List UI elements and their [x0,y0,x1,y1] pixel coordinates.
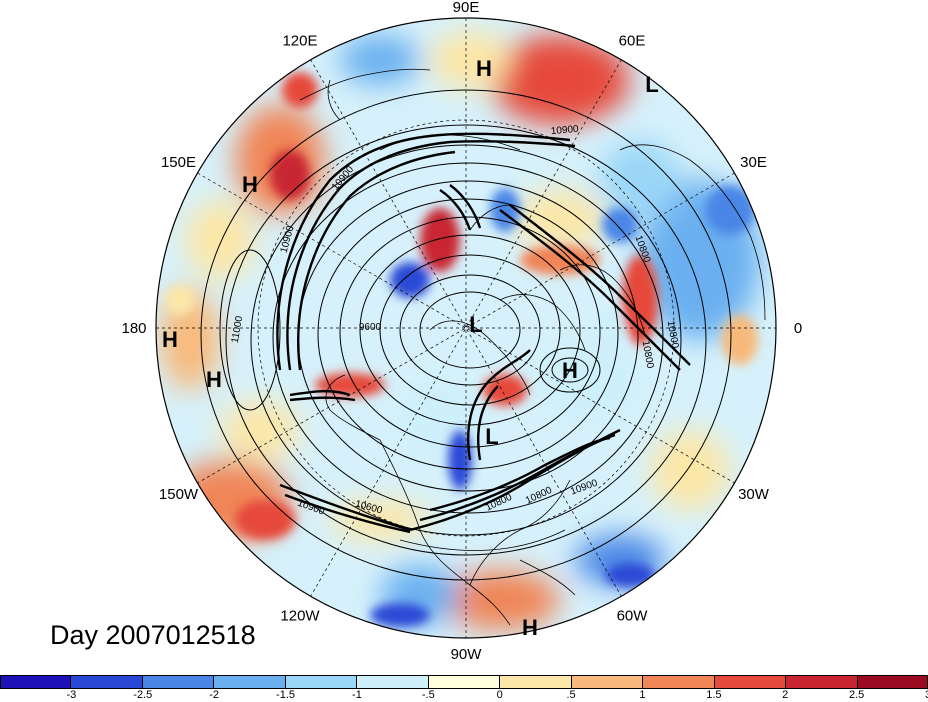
map-boundary [155,17,777,639]
longitude-label: 150W [159,486,199,503]
colorbar-tick-label: -2.5 [133,689,153,701]
high-pressure-marker: H [206,367,222,392]
contour-value-label: 10800 [640,340,656,370]
colorbar-cell [285,675,358,689]
high-pressure-marker: H [476,56,492,81]
longitude-label: 120W [280,608,320,625]
longitude-label: 0 [794,320,802,337]
longitude-label: 30E [740,154,767,171]
colorbar-cell [786,675,858,689]
longitude-label: 120E [282,33,317,50]
colorbar-cell [357,675,429,689]
colorbar-cell [142,675,215,689]
pressure-center-labels: H L H H H L H L H [162,56,659,640]
colorbar-cell [857,675,928,689]
longitude-label: 90E [453,0,480,16]
contour-value-label: 9600 [359,322,382,333]
low-pressure-marker: L [485,424,498,449]
longitude-label: 30W [738,486,770,503]
jet-contours [276,132,691,534]
contour-value-label: 11000 [230,315,246,344]
contour-value-label: 10800 [665,320,681,350]
high-pressure-marker: H [562,358,578,383]
colorbar-cell [71,675,143,689]
low-pressure-marker: L [645,72,658,97]
longitude-label: 60E [619,33,646,50]
high-pressure-marker: H [162,327,178,352]
contour-value-label: 10900 [550,124,579,137]
colorbar-tick-label: 3 [925,689,928,701]
colorbar-tick-label: 1 [639,689,646,701]
longitude-label: 60W [617,608,649,625]
colorbar-tick-label: 1.5 [706,689,722,701]
colorbar-tick-label: 2 [782,689,789,701]
colorbar-tick-label: 2.5 [848,689,865,701]
colorbar-tick-labels: -3 -2.5 -2 -1.5 -1 -.5 0 .5 1 1.5 2 2.5 3 [0,689,928,702]
colorbar-tick-label: -2 [209,689,220,701]
colorbar [0,675,928,689]
colorbar-tick-label: -.5 [421,689,435,701]
colorbar-cell [643,675,715,689]
longitude-label: 180 [121,320,146,337]
colorbar-cell [571,675,644,689]
high-pressure-marker: H [242,172,258,197]
date-label: Day 2007012518 [50,620,256,650]
colorbar-tick-label: -1 [352,689,362,701]
graticule [156,18,776,638]
longitude-labels: 90E 60E 30E 0 30W 60W 90W 120W 150W 180 150E 120E [121,0,802,663]
colorbar-cell [214,675,286,689]
colorbar-cell [500,675,572,689]
colorbar-cell [428,675,501,689]
longitude-label: 90W [451,646,483,663]
high-pressure-marker: H [522,615,538,640]
colorbar-cell [714,675,787,689]
low-pressure-marker: L [469,312,482,337]
longitude-label: 150E [161,154,196,171]
colorbar-tick-label: 0 [496,689,503,701]
colorbar-tick-label: -3 [66,689,77,701]
colorbar-cell [0,675,72,689]
colorbar-tick-label: -1.5 [276,689,296,701]
colorbar-tick-label: .5 [566,689,576,701]
